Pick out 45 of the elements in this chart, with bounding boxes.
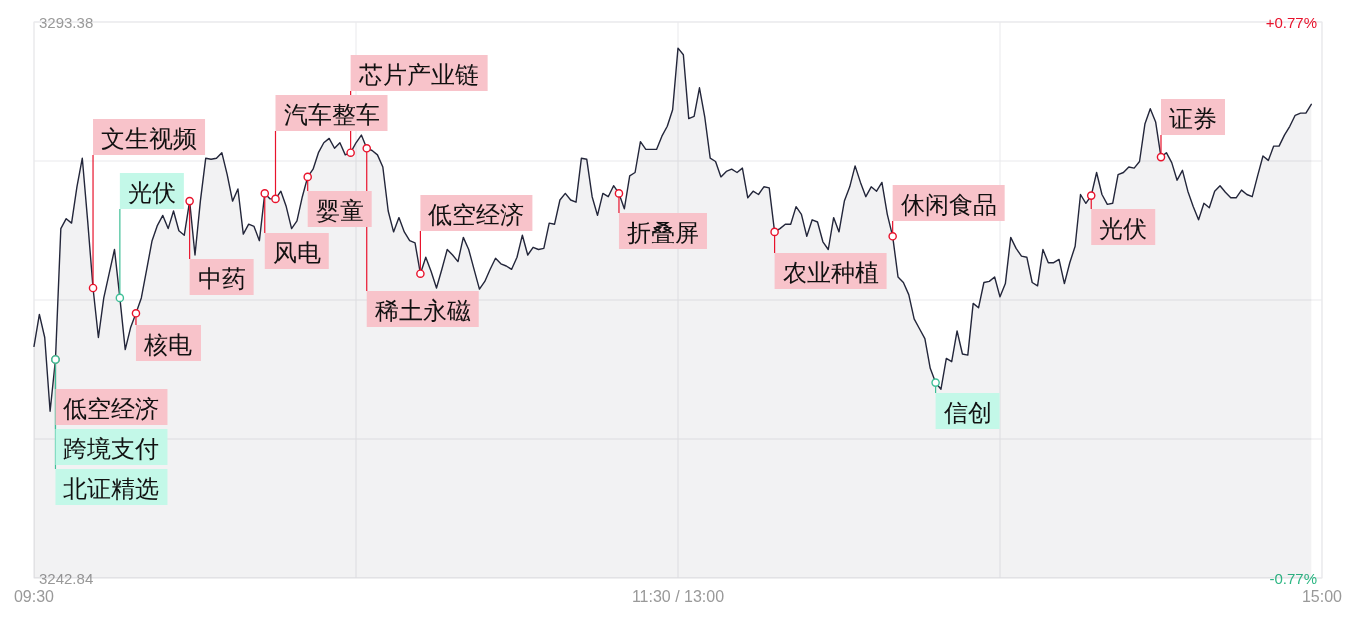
x-tick-label: 09:30 bbox=[13, 588, 55, 605]
data-label: 汽车整车 bbox=[283, 100, 380, 128]
event-label: 北证精选 bbox=[55, 469, 168, 505]
data-label: 光伏 bbox=[127, 178, 176, 206]
event-label: 光伏 bbox=[1091, 209, 1156, 245]
event-label: 证券 bbox=[1161, 99, 1225, 135]
event-label: 低空经济 bbox=[420, 195, 533, 231]
data-label: 低空经济 bbox=[63, 394, 160, 422]
event-label: 折叠屏 bbox=[618, 213, 707, 249]
data-label: 折叠屏 bbox=[626, 218, 699, 246]
event-label: 跨境支付 bbox=[55, 429, 168, 465]
event-label: 芯片产业链 bbox=[350, 55, 488, 91]
data-label: 证券 bbox=[1169, 104, 1217, 132]
data-label: 芯片产业链 bbox=[357, 60, 479, 88]
data-label: 风电 bbox=[272, 238, 321, 266]
x-tick-label: 15:00 bbox=[1301, 588, 1343, 605]
y2-tick-label: +0.77% bbox=[1265, 13, 1317, 31]
event-label: 中药 bbox=[189, 259, 254, 295]
event-label: 休闲食品 bbox=[892, 185, 1005, 221]
event-label: 婴童 bbox=[307, 191, 372, 227]
data-label: 婴童 bbox=[315, 196, 364, 224]
data-label: 农业种植 bbox=[782, 258, 879, 286]
event-label: 光伏 bbox=[119, 173, 184, 209]
data-label: 核电 bbox=[142, 330, 192, 358]
event-label: 风电 bbox=[264, 233, 329, 269]
y-tick-label: 3293.38 bbox=[39, 13, 94, 31]
data-label: 信创 bbox=[943, 398, 992, 426]
event-label: 信创 bbox=[935, 393, 1000, 429]
data-label: 光伏 bbox=[1099, 214, 1148, 242]
data-label: 跨境支付 bbox=[63, 434, 160, 462]
event-label: 核电 bbox=[135, 325, 201, 361]
data-label: 低空经济 bbox=[428, 200, 525, 228]
event-label: 稀土永磁 bbox=[366, 291, 479, 327]
event-label: 文生视频 bbox=[93, 119, 206, 155]
event-label: 汽车整车 bbox=[275, 95, 388, 131]
data-label: 稀土永磁 bbox=[374, 296, 471, 324]
data-label: 休闲食品 bbox=[900, 190, 997, 218]
data-label: 文生视频 bbox=[101, 124, 198, 152]
data-label: 中药 bbox=[197, 264, 246, 292]
data-label: 北证精选 bbox=[63, 474, 160, 502]
event-label: 农业种植 bbox=[774, 253, 887, 289]
x-tick-label: 11:30 / 13:00 bbox=[631, 588, 725, 605]
event-label: 低空经济 bbox=[55, 389, 168, 425]
y2-tick-label: -0.77% bbox=[1269, 569, 1317, 587]
y-tick-label: 3242.84 bbox=[39, 569, 94, 587]
